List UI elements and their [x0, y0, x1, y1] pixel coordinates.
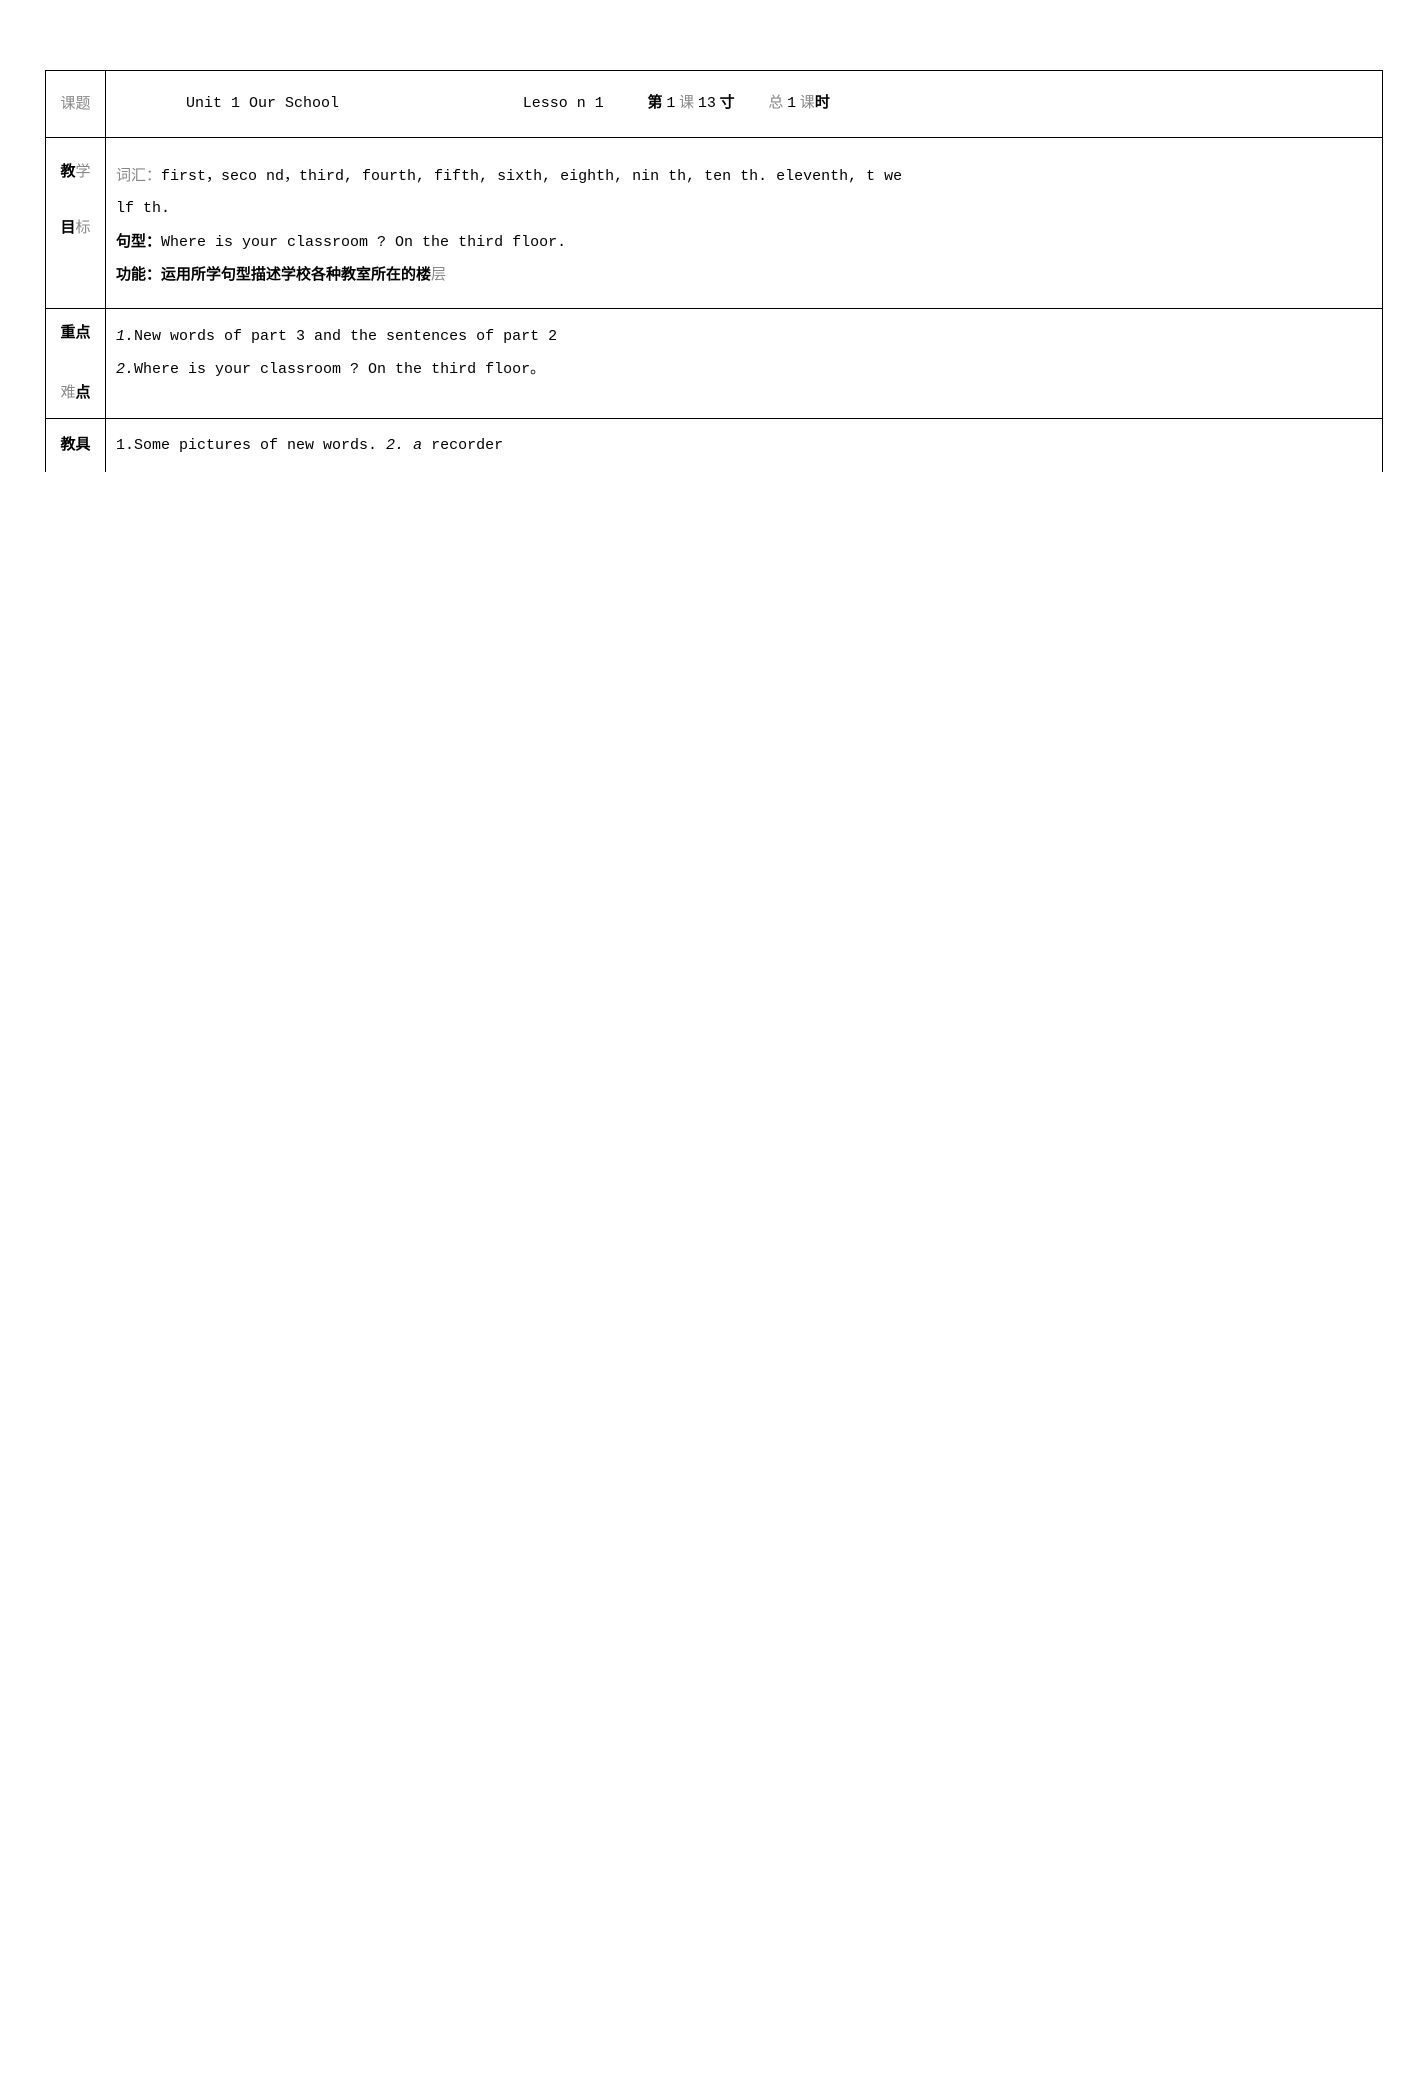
keshi-num2: 13 [698, 95, 716, 112]
total-ke: 课 [800, 95, 815, 111]
keshi-num1: 1 [666, 95, 675, 112]
tools-label2: 具 [76, 437, 91, 453]
goal-row: 教学 目标 词汇：first，seco nd，third, fourth, fi… [46, 137, 1383, 308]
key-row: 重点 难点 1.New words of part 3 and the sent… [46, 308, 1383, 418]
key-label-cell: 重点 难点 [46, 308, 106, 418]
function-text: 功能：运用所学句型描述学校各种教室所在的楼 [116, 267, 431, 283]
key-label1b: 点 [76, 325, 91, 341]
key-label2a: 难 [60, 385, 75, 401]
goal-content-cell: 词汇：first，seco nd，third, fourth, fifth, s… [106, 137, 1383, 308]
function-suffix: 层 [431, 267, 446, 283]
lesson-plan-table: 课题 Unit 1 Our School Lesso n 1 第 1 课 13 … [45, 70, 1383, 472]
title-row: 课题 Unit 1 Our School Lesso n 1 第 1 课 13 … [46, 71, 1383, 138]
vocab-text: first，seco nd，third, fourth, fifth, sixt… [161, 168, 902, 185]
unit-text: Unit 1 Our School [186, 90, 339, 119]
tools-part2-num: 2. [386, 437, 404, 454]
tools-part2-text: recorder [431, 437, 503, 454]
tools-content-cell: 1.Some pictures of new words. 2. a recor… [106, 418, 1383, 472]
key-label1a: 重 [60, 325, 75, 341]
title-label-char2: 题 [76, 96, 91, 112]
key-line1-text: New words of part 3 and the sentences of… [134, 328, 557, 345]
tools-part1: 1.Some pictures of new words. [116, 437, 386, 454]
goal-label1b: 学 [76, 164, 91, 180]
title-label-cell: 课题 [46, 71, 106, 138]
vocab-prefix: 词汇： [116, 168, 161, 184]
sentence-prefix: 句型： [116, 234, 161, 250]
key-content-cell: 1.New words of part 3 and the sentences … [106, 308, 1383, 418]
key-label2b: 点 [76, 385, 91, 401]
keshi-di: 第 [648, 95, 663, 111]
vocab-line2: lf th. [116, 195, 1372, 224]
keshi-ke: 课 [679, 95, 694, 111]
key-line2-period: 。 [530, 361, 545, 377]
keshi-cun: 寸 [720, 95, 735, 111]
goal-label-cell: 教学 目标 [46, 137, 106, 308]
sentence-text: Where is your classroom ? On the third f… [161, 234, 566, 251]
tools-label-cell: 教具 [46, 418, 106, 472]
total-shi: 时 [815, 95, 830, 111]
tools-part2-a: a [404, 437, 431, 454]
goal-label2a: 目 [60, 220, 75, 236]
tools-row: 教具 1.Some pictures of new words. 2. a re… [46, 418, 1383, 472]
key-line1-num: 1. [116, 328, 134, 345]
tools-label1: 教 [60, 437, 75, 453]
title-content-cell: Unit 1 Our School Lesso n 1 第 1 课 13 寸 总… [106, 71, 1383, 138]
lesson-text: Lesso n 1 [523, 90, 604, 119]
total-num: 1 [787, 95, 796, 112]
goal-label2b: 标 [76, 220, 91, 236]
key-line2-num: 2. [116, 361, 134, 378]
key-line2-text: Where is your classroom ? On the third f… [134, 361, 530, 378]
total-zong: 总 [768, 95, 783, 111]
goal-label1a: 教 [60, 164, 75, 180]
title-label-char1: 课 [60, 96, 75, 112]
